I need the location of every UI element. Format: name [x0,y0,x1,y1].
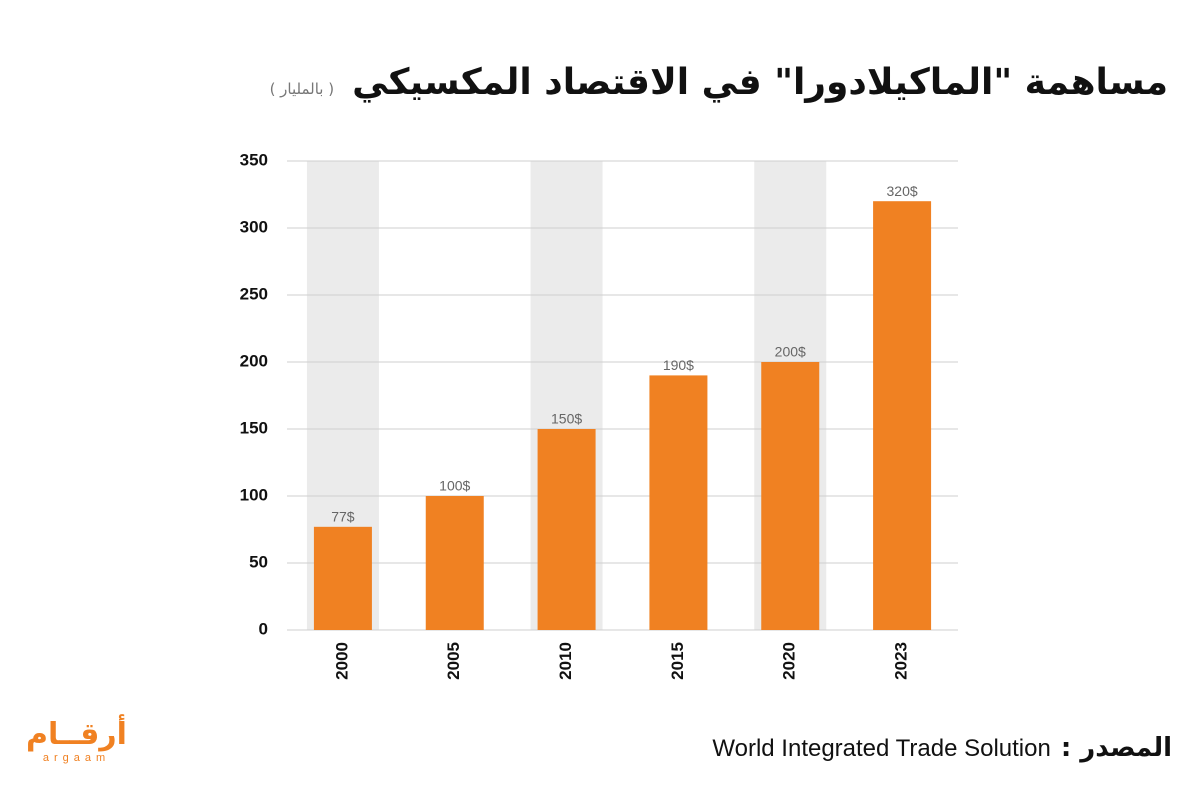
y-tick-label: 350 [240,150,268,169]
y-tick-label: 0 [259,619,268,638]
value-label: 200$ [775,344,806,360]
y-tick-label: 200 [240,351,268,370]
value-label: 77$ [331,509,355,525]
chart-subtitle: ( بالمليار ) [269,80,335,98]
bar [873,201,932,630]
bar [425,496,484,630]
x-tick-label: 2005 [444,642,463,680]
x-tick-label: 2020 [780,642,799,680]
y-tick-label: 50 [249,552,268,571]
logo: أرقــام argaam [26,717,127,765]
y-tick-label: 250 [240,284,268,303]
value-label: 100$ [439,478,470,494]
bar [761,362,820,630]
value-label: 320$ [887,183,918,199]
source-label: المصدر : [1060,733,1172,763]
y-tick-label: 300 [240,217,268,236]
x-tick-label: 2023 [892,642,911,680]
y-tick-label: 100 [240,485,268,504]
source: المصدر : World Integrated Trade Solution [712,733,1172,763]
logo-latin: argaam [42,752,111,764]
value-label: 190$ [663,357,694,373]
x-tick-label: 2015 [668,642,687,680]
value-label: 150$ [551,411,582,427]
x-tick-label: 2000 [332,642,351,680]
x-tick-label: 2010 [556,642,575,680]
y-tick-label: 150 [240,418,268,437]
bar [537,429,596,630]
logo-arabic: أرقــام [26,717,127,752]
header: مساهمة "الماكيلادورا" في الاقتصاد المكسي… [270,62,1168,103]
source-text: World Integrated Trade Solution [712,735,1051,762]
bar [313,526,372,630]
chart-title: مساهمة "الماكيلادورا" في الاقتصاد المكسي… [352,62,1168,103]
bar [649,375,708,630]
